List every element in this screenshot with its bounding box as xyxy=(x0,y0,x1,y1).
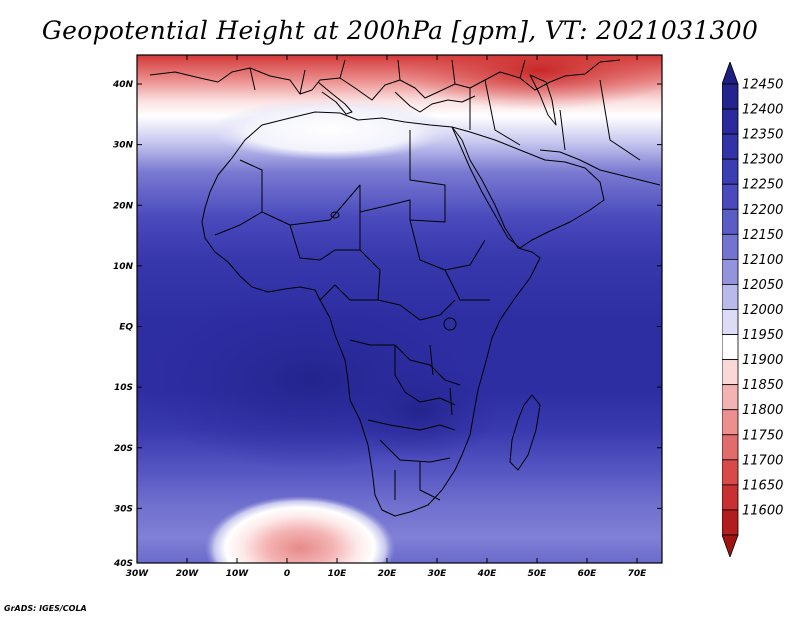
madagascar-coastline xyxy=(509,394,541,471)
colorbar-swatch xyxy=(722,459,739,486)
height-field xyxy=(137,55,662,563)
lake-tanganyika xyxy=(429,344,434,376)
colorbar-swatch xyxy=(722,359,739,386)
colorbar-swatch xyxy=(722,484,739,511)
lat-tick-label: EQ xyxy=(119,323,133,333)
chart-title: Geopotential Height at 200hPa [gpm], VT:… xyxy=(41,16,759,45)
colorbar-level-label: 11600 xyxy=(742,503,783,518)
colorbar-swatch xyxy=(722,133,739,160)
lon-tick-label: 10E xyxy=(328,569,348,579)
colorbar-swatch xyxy=(722,208,739,235)
arabia-coastline xyxy=(451,126,605,249)
lat-tick-label: 10N xyxy=(113,262,134,272)
africa-coastline xyxy=(201,111,541,517)
lon-tick-label: 10W xyxy=(226,569,250,579)
coastlines-borders xyxy=(149,59,661,517)
colorbar-level-label: 12300 xyxy=(742,153,783,168)
colorbar-level-label: 12400 xyxy=(742,103,783,118)
colorbar-level-label: 11700 xyxy=(742,453,783,468)
map-frame xyxy=(136,54,663,564)
lat-tick-label: 30S xyxy=(114,504,133,514)
colorbar-level-label: 11900 xyxy=(742,353,783,368)
lon-tick-label: 70E xyxy=(628,569,648,579)
colorbar-level-label: 11750 xyxy=(742,428,783,443)
colorbar-level-label: 12450 xyxy=(742,78,783,93)
lat-tick-label: 30N xyxy=(113,141,134,151)
italy-coastline xyxy=(317,81,353,115)
colorbar-swatch xyxy=(722,233,739,260)
lat-tick-label: 40N xyxy=(112,80,134,90)
colorbar-swatch xyxy=(722,434,739,461)
colorbar-swatch xyxy=(722,509,739,536)
colorbar-swatch xyxy=(722,409,739,436)
colorbar-min-triangle xyxy=(722,534,739,557)
grads-credit: GrADS: IGES/COLA xyxy=(4,604,87,613)
lon-tick-label: 20E xyxy=(378,569,398,579)
colorbar-level-label: 11800 xyxy=(742,403,783,418)
lon-tick-label: 40E xyxy=(477,569,498,579)
colorbar-swatch xyxy=(722,334,739,361)
colorbar-level-label: 12000 xyxy=(742,303,783,318)
longitude-axis: 30W 20W 10W 0 10E 20E 30E 40E 50E 60E 70E xyxy=(126,55,647,579)
colorbar-max-triangle xyxy=(722,62,739,85)
colorbar-swatch xyxy=(722,258,739,285)
colorbar-level-label: 11950 xyxy=(742,328,783,343)
colorbar-swatch xyxy=(722,384,739,411)
asia-coastline xyxy=(539,149,661,186)
colorbar-level-label: 11850 xyxy=(742,378,783,393)
colorbar-level-label: 12150 xyxy=(742,228,783,243)
colorbar-level-label: 12250 xyxy=(742,178,783,193)
lake-chad xyxy=(330,211,340,219)
lon-tick-label: 50E xyxy=(528,569,548,579)
country-borders xyxy=(214,59,641,501)
lat-tick-label: 20N xyxy=(113,201,134,211)
colorbar-level-label: 12200 xyxy=(742,203,783,218)
colorbar-swatch xyxy=(722,183,739,210)
colorbar-swatch xyxy=(722,309,739,335)
colorbar-swatch xyxy=(722,108,739,135)
lon-tick-label: 30W xyxy=(126,569,150,579)
lat-tick-label: 10S xyxy=(114,383,133,393)
greece-turkey-coastline xyxy=(394,91,476,113)
lon-tick-label: 60E xyxy=(578,569,598,579)
lon-tick-label: 20W xyxy=(176,569,200,579)
lake-victoria xyxy=(443,317,457,331)
europe-coastline xyxy=(149,59,621,101)
caspian-coastline xyxy=(529,74,557,126)
lat-tick-label: 20S xyxy=(114,444,133,454)
lon-tick-label: 30E xyxy=(428,569,448,579)
latitude-axis: 40N 30N 20N 10N EQ 10S 20S 30S 40S xyxy=(112,80,662,569)
colorbar-swatch xyxy=(722,83,739,110)
colorbar: 12450 12400 12350 12300 12250 12200 12150 12100… xyxy=(722,62,783,557)
colorbar-level-label: 12350 xyxy=(742,128,783,143)
lat-tick-label: 40S xyxy=(113,559,133,569)
colorbar-level-label: 11650 xyxy=(742,478,783,493)
colorbar-level-label: 12050 xyxy=(742,278,783,293)
lake-malawi xyxy=(449,387,453,416)
colorbar-swatch xyxy=(722,158,739,185)
lon-tick-label: 0 xyxy=(284,569,290,579)
colorbar-level-label: 12100 xyxy=(742,253,783,268)
colorbar-swatch xyxy=(722,284,739,310)
